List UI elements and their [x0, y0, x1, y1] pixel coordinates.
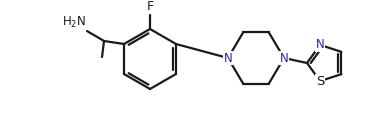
- Text: S: S: [316, 75, 324, 88]
- Text: N: N: [280, 51, 288, 65]
- Text: N: N: [316, 38, 324, 51]
- Text: N: N: [223, 51, 232, 65]
- Text: H$_2$N: H$_2$N: [62, 14, 86, 30]
- Text: F: F: [146, 0, 154, 13]
